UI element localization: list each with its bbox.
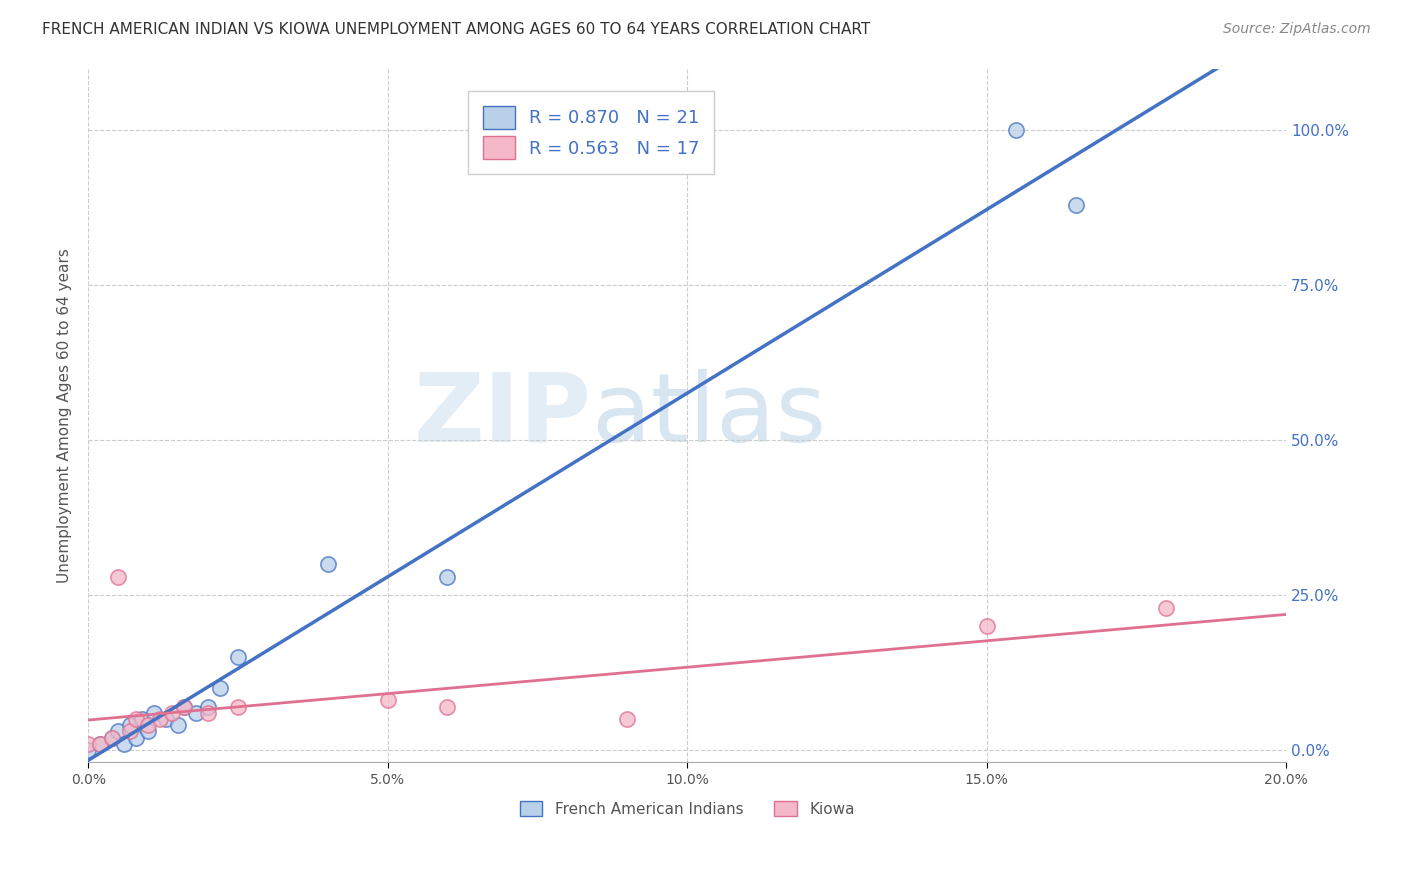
Y-axis label: Unemployment Among Ages 60 to 64 years: Unemployment Among Ages 60 to 64 years [58, 248, 72, 582]
Point [89, 737, 111, 751]
Point [167, 718, 190, 732]
Point [173, 699, 195, 714]
Point [377, 693, 399, 707]
Point [107, 569, 129, 583]
Legend: French American Indians, Kiowa: French American Indians, Kiowa [512, 793, 862, 824]
Point [436, 569, 458, 583]
Point [77, 737, 100, 751]
Point [136, 724, 159, 739]
Point [976, 619, 998, 633]
Point [120, 724, 142, 739]
Point [107, 724, 129, 739]
Point [197, 699, 219, 714]
Point [155, 712, 177, 726]
Point [125, 731, 148, 745]
Point [436, 699, 458, 714]
Point [197, 706, 219, 720]
Point [149, 712, 172, 726]
Point [136, 718, 159, 732]
Text: FRENCH AMERICAN INDIAN VS KIOWA UNEMPLOYMENT AMONG AGES 60 TO 64 YEARS CORRELATI: FRENCH AMERICAN INDIAN VS KIOWA UNEMPLOY… [42, 22, 870, 37]
Point [77, 743, 100, 757]
Point [316, 557, 339, 571]
Point [160, 706, 183, 720]
Point [120, 718, 142, 732]
Point [1154, 600, 1177, 615]
Point [616, 712, 638, 726]
Point [125, 712, 148, 726]
Point [143, 706, 166, 720]
Point [1005, 123, 1028, 137]
Point [89, 737, 111, 751]
Point [208, 681, 231, 695]
Point [184, 706, 207, 720]
Point [173, 699, 195, 714]
Text: atlas: atlas [592, 369, 827, 462]
Text: ZIP: ZIP [413, 369, 592, 462]
Point [226, 650, 249, 665]
Point [112, 737, 135, 751]
Point [101, 731, 124, 745]
Point [1066, 198, 1088, 212]
Text: Source: ZipAtlas.com: Source: ZipAtlas.com [1223, 22, 1371, 37]
Point [101, 731, 124, 745]
Point [226, 699, 249, 714]
Point [131, 712, 153, 726]
